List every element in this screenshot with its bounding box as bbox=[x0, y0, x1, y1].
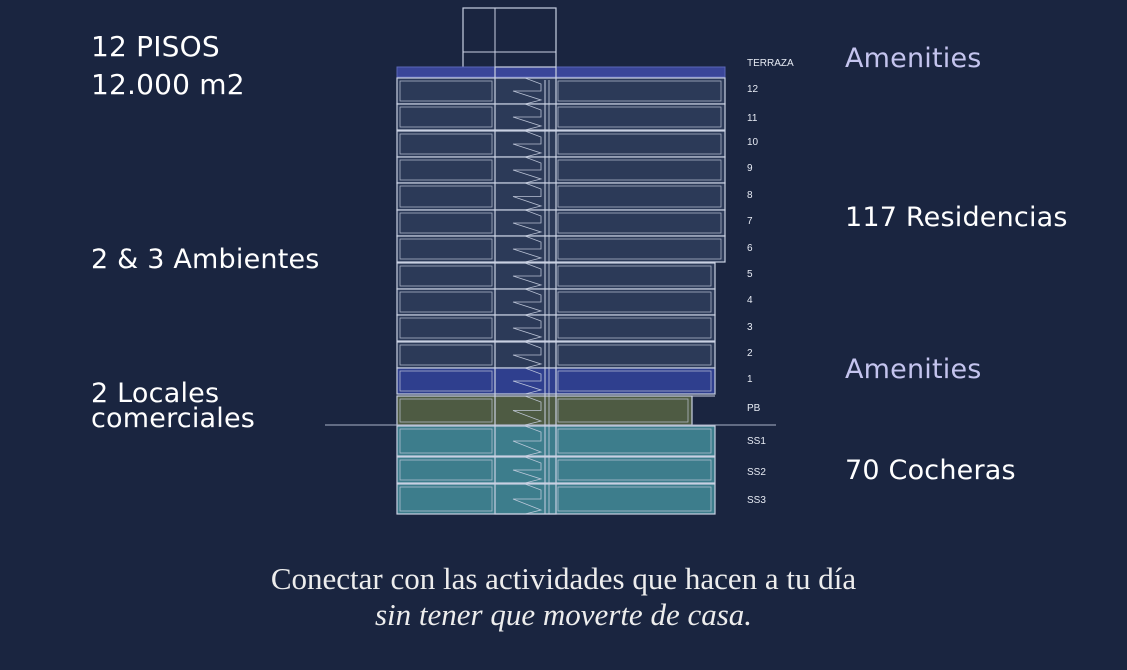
floor-label-ss3: SS3 bbox=[747, 495, 766, 506]
floor-8 bbox=[396, 182, 726, 211]
caption-line1: Conectar con las actividades que hacen a… bbox=[270, 561, 857, 596]
floor-label-10: 10 bbox=[747, 137, 759, 148]
floor-label-9: 9 bbox=[747, 163, 753, 174]
stat-amenities-top: Amenities bbox=[845, 43, 982, 74]
floor-label-ss1: SS1 bbox=[747, 436, 766, 447]
floor-label-1: 1 bbox=[747, 374, 753, 385]
floor-11 bbox=[396, 103, 726, 131]
floor-label-2: 2 bbox=[747, 348, 753, 359]
stat-shops-line2: comerciales bbox=[91, 402, 256, 434]
floor-label-4: 4 bbox=[747, 295, 753, 306]
floor-10 bbox=[396, 130, 726, 158]
floor-label-7: 7 bbox=[747, 216, 753, 227]
floor-9 bbox=[396, 156, 726, 184]
stat-amenities-low: Amenities bbox=[845, 354, 982, 385]
floor-label-11: 11 bbox=[747, 113, 758, 124]
floor-label-6: 6 bbox=[747, 243, 753, 254]
floor-label-pb: PB bbox=[747, 403, 761, 414]
stat-shops-line1: 2 Locales bbox=[91, 378, 220, 409]
floor-label-5: 5 bbox=[747, 269, 753, 280]
floor-label-3: 3 bbox=[747, 322, 753, 333]
floor-label-12: 12 bbox=[747, 84, 759, 95]
floor-6 bbox=[396, 235, 726, 263]
floor-label-terraza: TERRAZA bbox=[747, 58, 794, 69]
stat-floors: 12 PISOS bbox=[91, 30, 220, 63]
stat-shops: 2 Locales comerciales bbox=[91, 378, 256, 434]
building-section: TERRAZA 12 11 10 9 8 7 6 5 4 3 2 1 PB SS1 SS2 SS3 bbox=[325, 7, 794, 515]
stat-residences: 117 Residencias bbox=[845, 202, 1068, 233]
floor-label-8: 8 bbox=[747, 190, 753, 201]
stat-unit-types: 2 & 3 Ambientes bbox=[91, 244, 320, 275]
floor-label-ss2: SS2 bbox=[747, 467, 766, 478]
stat-parking: 70 Cocheras bbox=[845, 455, 1016, 486]
caption-line2: sin tener que moverte de casa. bbox=[374, 597, 753, 632]
floor-terraza bbox=[396, 66, 726, 78]
floor-12 bbox=[396, 77, 726, 105]
stat-area: 12.000 m2 bbox=[91, 68, 245, 101]
floor-7 bbox=[396, 209, 726, 237]
